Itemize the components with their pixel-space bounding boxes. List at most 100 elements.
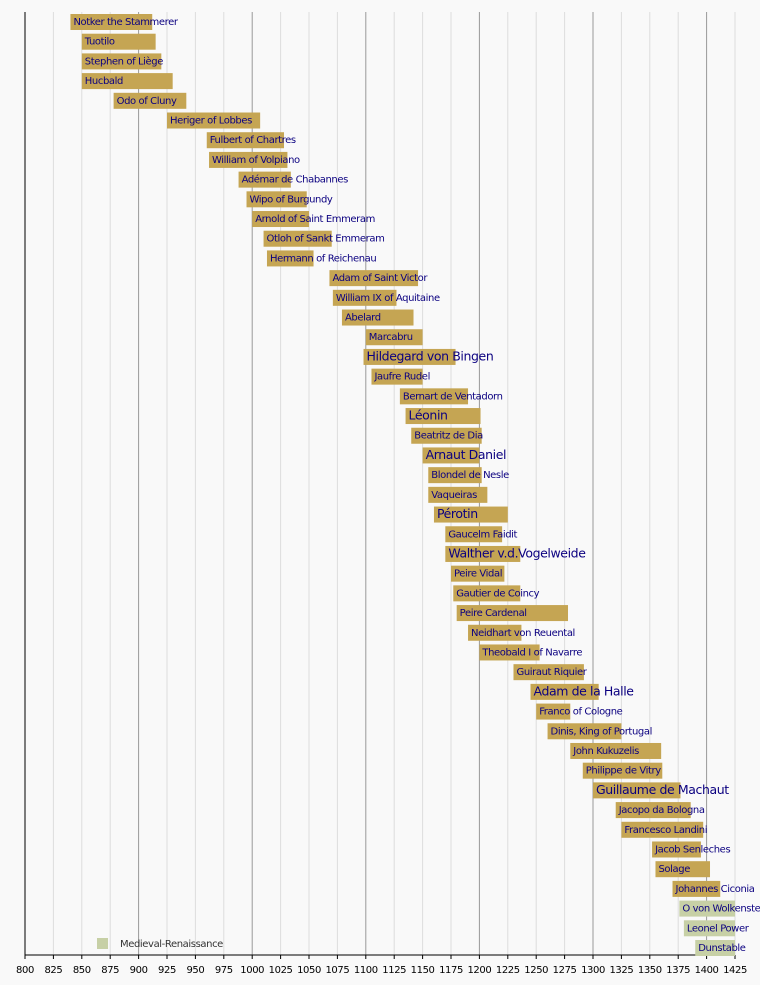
bar-label: Gautier de Coincy (456, 588, 539, 599)
bar-label: Hermann of Reichenau (270, 253, 376, 264)
bar-label: Bernart de Ventadorn (403, 391, 503, 402)
bar (405, 408, 481, 425)
x-tick-label: 1275 (553, 965, 577, 976)
bar (399, 388, 469, 405)
bar (263, 230, 332, 247)
bar-label: Blondel de Nesle (431, 470, 509, 481)
x-tick-label: 1225 (496, 965, 520, 976)
bar (81, 33, 156, 50)
bar (655, 861, 711, 878)
bar-label: Neidhart von Reuental (471, 628, 575, 639)
bar (683, 920, 735, 937)
bar (615, 802, 691, 819)
bar-label: Wipo of Burgundy (250, 194, 333, 205)
bar (371, 368, 423, 385)
x-tick-label: 900 (130, 965, 148, 976)
x-tick-label: 1100 (354, 965, 378, 976)
bar-label: Francesco Landini (624, 825, 707, 836)
bar-label: Hucbald (85, 76, 123, 87)
bar (513, 664, 584, 681)
x-tick-label: 1075 (325, 965, 349, 976)
bar-label: Vaqueiras (431, 490, 477, 501)
bar-label: Philippe de Vitry (586, 766, 661, 777)
bar (238, 171, 291, 188)
bar (113, 92, 187, 109)
bar-label: Jacopo da Bologna (618, 805, 705, 816)
x-tick-label: 1350 (638, 965, 662, 976)
x-tick-label: 1150 (411, 965, 435, 976)
bar-label: Notker the Stammerer (73, 17, 178, 28)
bar-label: Abelard (345, 313, 381, 324)
bar-label: Jacob Senleches (654, 844, 730, 855)
bar-label: Heriger of Lobbes (170, 116, 252, 127)
x-tick-label: 1125 (382, 965, 406, 976)
bar-label: Adémar de Chabannes (242, 174, 349, 186)
bar-label: O von Wolkenstein (682, 904, 760, 915)
bar-label: Peire Cardenal (460, 608, 527, 619)
bar-label: Franco of Cologne (539, 707, 622, 718)
legend-swatch (97, 938, 108, 949)
x-tick-label: 950 (186, 965, 204, 976)
bar (547, 723, 622, 740)
bar-label: Arnaut Daniel (426, 447, 507, 462)
legend-label: Medieval-Renaissance (120, 939, 223, 950)
bar (422, 447, 480, 464)
bar (332, 289, 397, 306)
x-tick-label: 1325 (609, 965, 633, 976)
bar-label: William IX of Aquitaine (336, 293, 440, 304)
x-tick-label: 825 (44, 965, 62, 976)
bar (428, 486, 488, 503)
x-tick-label: 1000 (240, 965, 264, 976)
bar (445, 526, 503, 543)
bar-label: Fulbert of Chartres (210, 135, 296, 146)
bar-label: Leonel Power (687, 923, 750, 934)
bar-label: Guiraut Riquier (516, 667, 587, 678)
bar (445, 545, 521, 562)
bar (266, 250, 314, 267)
bar-label: Hildegard von Bingen (367, 348, 494, 363)
bar-label: Adam de la Halle (534, 683, 635, 698)
bar (652, 841, 701, 858)
bar-label: Marcabru (369, 332, 413, 343)
x-tick-label: 1200 (467, 965, 491, 976)
bar (570, 742, 662, 759)
bar (206, 132, 285, 149)
x-tick-label: 850 (73, 965, 91, 976)
bar (536, 703, 571, 720)
bar-label: Pérotin (437, 506, 478, 521)
x-tick-label: 1300 (581, 965, 605, 976)
bar (329, 270, 419, 287)
bar (468, 624, 522, 641)
x-tick-label: 875 (101, 965, 119, 976)
bar-label: Dunstable (698, 943, 746, 954)
bar (695, 940, 735, 956)
bar (433, 506, 508, 523)
bar (593, 782, 681, 799)
bar (341, 309, 414, 326)
x-tick-label: 1175 (439, 965, 463, 976)
x-tick-label: 1050 (297, 965, 321, 976)
bar-label: Léonin (409, 408, 448, 423)
bar (679, 900, 735, 917)
bar (582, 762, 663, 779)
bar (167, 112, 261, 129)
x-tick-label: 800 (16, 965, 34, 976)
bar (209, 151, 288, 168)
bar (363, 348, 456, 365)
x-tick-label: 1400 (695, 965, 719, 976)
bar-label: Jaufre Rudel (373, 372, 429, 383)
bar-label: Adam of Saint Victor (332, 273, 428, 284)
bar-label: Johannes Ciconia (675, 884, 755, 895)
bar (411, 427, 482, 444)
bar-label: Theobald I of Navarre (481, 647, 582, 658)
bar-label: William of Volpiano (212, 155, 300, 166)
x-tick-label: 1025 (269, 965, 293, 976)
x-tick-label: 1425 (723, 965, 747, 976)
bar (451, 565, 505, 582)
bar-label: Stephen of Liège (85, 55, 163, 67)
bar (81, 53, 162, 70)
bar (81, 73, 173, 90)
bar (252, 211, 309, 228)
bar (621, 821, 704, 838)
bar-label: Odo of Cluny (117, 96, 177, 107)
